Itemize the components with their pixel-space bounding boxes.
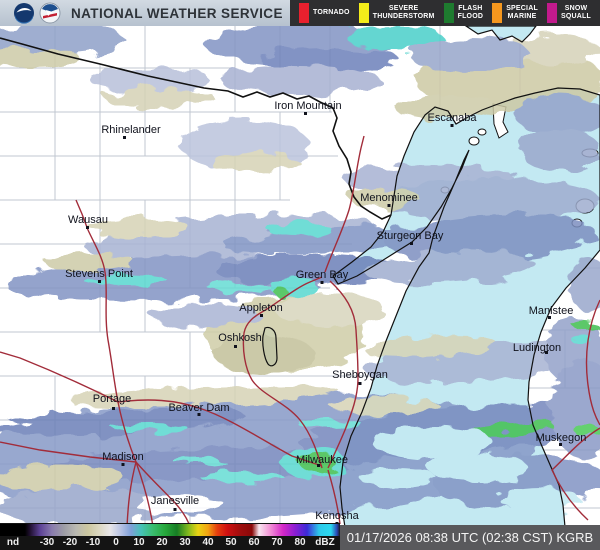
city-label: Kenosha — [315, 510, 359, 522]
legend-item-tornado: TORNADO — [299, 3, 350, 23]
legend-item-special-marine: SPECIAL MARINE — [492, 3, 538, 23]
city-marker — [559, 443, 562, 446]
city-label: Manistee — [529, 305, 574, 317]
tick-label: 20 — [156, 537, 168, 548]
tick-label: nd — [6, 537, 20, 548]
city-label: Beaver Dam — [168, 402, 229, 414]
noaa-logo-icon — [14, 3, 34, 24]
city-label: Sturgeon Bay — [377, 230, 444, 242]
severe-thunderstorm-swatch-icon — [358, 3, 369, 23]
city-label: Milwaukee — [296, 454, 348, 466]
tick-label: 30 — [179, 537, 191, 548]
legend-label: TORNADO — [313, 9, 350, 16]
city-marker — [410, 242, 413, 245]
cities: Iron Mountain Escanaba Rhinelander Menom… — [65, 100, 586, 525]
tick-label: 10 — [133, 537, 145, 548]
city-label: Menominee — [360, 192, 417, 204]
city-label: Stevens Point — [65, 268, 133, 280]
city-marker — [123, 136, 126, 139]
legend-item-flash-flood: FLASH FLOOD — [443, 3, 484, 23]
legend-label: SPECIAL MARINE — [506, 5, 538, 20]
city-marker — [450, 124, 454, 127]
city-label: Ludington — [513, 342, 561, 354]
legend-item-snow-squall: SNOW SQUALL — [547, 3, 591, 23]
city-label: Appleton — [239, 302, 282, 314]
colorbar-ticks: nd -30 -20 -10 0 10 20 30 40 50 60 70 80… — [0, 536, 340, 550]
tornado-swatch-icon — [299, 3, 309, 23]
highways — [0, 135, 600, 528]
radar-echoes — [0, 24, 600, 525]
city-marker — [320, 281, 324, 284]
city-marker — [86, 226, 89, 229]
tick-label: 70 — [271, 537, 283, 548]
nws-logo-icon — [39, 2, 61, 24]
city-label: Wausau — [68, 214, 108, 226]
tick-label: 80 — [294, 537, 306, 548]
city-label: Rhinelander — [101, 124, 161, 136]
city-label: Janesville — [151, 495, 199, 507]
flash-flood-swatch-icon — [443, 3, 454, 23]
tick-label: -10 — [85, 537, 101, 548]
tick-label: 50 — [225, 537, 237, 548]
tick-label: 40 — [202, 537, 214, 548]
tick-label: -30 — [39, 537, 55, 548]
timestamp-bar: 01/17/2026 08:38 UTC (02:38 CST) KGRB — [340, 525, 600, 550]
tick-label: 60 — [248, 537, 260, 548]
agency-title: NATIONAL WEATHER SERVICE — [71, 5, 283, 21]
legend-label: SEVERE THUNDERSTORM — [372, 5, 435, 20]
city-marker — [545, 351, 548, 354]
legend-label: SNOW SQUALL — [561, 5, 591, 20]
legend-item-severe-thunderstorm: SEVERE THUNDERSTORM — [358, 3, 435, 23]
snow-squall-swatch-icon — [547, 3, 558, 23]
warning-legend: TORNADO SEVERE THUNDERSTORM FLASH FLOOD … — [290, 0, 600, 26]
city-label: Iron Mountain — [274, 100, 341, 112]
city-label: Sheboygan — [332, 369, 388, 381]
city-label: Portage — [93, 393, 132, 405]
timestamp-text: 01/17/2026 08:38 UTC (02:38 CST) KGRB — [346, 530, 594, 545]
city-label: Muskegon — [536, 432, 587, 444]
city-marker — [112, 407, 115, 410]
tick-label: -20 — [62, 537, 78, 548]
city-label: Oshkosh — [218, 332, 261, 344]
city-marker — [387, 204, 391, 207]
city-marker — [304, 112, 307, 115]
reflectivity-colorbar: nd -30 -20 -10 0 10 20 30 40 50 60 70 80… — [0, 523, 340, 550]
city-label: Madison — [102, 451, 144, 463]
city-marker — [317, 464, 320, 467]
city-label: Green Bay — [296, 269, 349, 281]
city-marker — [121, 463, 125, 466]
city-marker — [197, 413, 201, 416]
colorbar-gradient — [0, 524, 340, 536]
city-marker — [358, 382, 362, 385]
header-bar: NATIONAL WEATHER SERVICE TORNADO SEVERE … — [0, 0, 600, 26]
city-marker — [548, 316, 551, 319]
city-marker — [98, 280, 101, 283]
city-marker — [260, 314, 263, 317]
tick-label: dBZ — [315, 537, 335, 548]
city-label: Escanaba — [428, 112, 478, 124]
city-marker — [234, 345, 237, 348]
city-marker — [173, 508, 177, 511]
legend-label: FLASH FLOOD — [457, 5, 484, 20]
state-border — [0, 37, 392, 220]
tick-label: 0 — [113, 537, 119, 548]
special-marine-swatch-icon — [492, 3, 503, 23]
